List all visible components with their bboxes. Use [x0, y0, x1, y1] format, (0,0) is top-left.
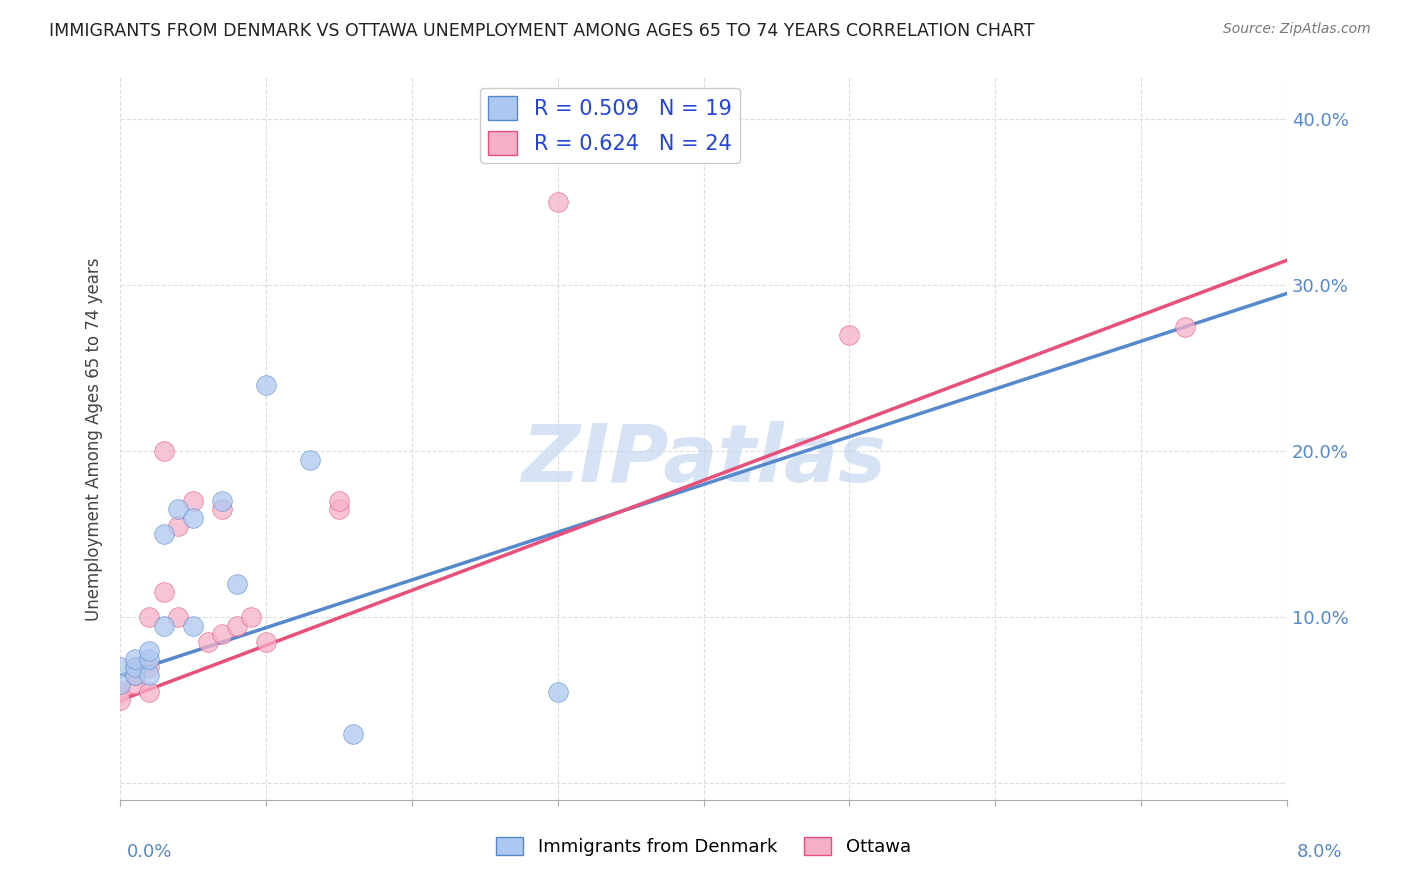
Point [211, 494, 233, 508]
Point [298, 452, 321, 467]
Point [838, 327, 860, 342]
Point [124, 677, 146, 691]
Point [547, 194, 569, 209]
Point [138, 668, 160, 682]
Point [254, 635, 277, 649]
Point [547, 685, 569, 699]
Point [108, 677, 131, 691]
Point [152, 444, 174, 458]
Point [124, 668, 146, 682]
Point [167, 502, 190, 516]
Text: 8.0%: 8.0% [1298, 843, 1343, 861]
Point [138, 652, 160, 666]
Point [254, 377, 277, 392]
Point [197, 635, 219, 649]
Point [152, 585, 174, 599]
Point [124, 660, 146, 674]
Point [211, 627, 233, 641]
Legend: R = 0.509   N = 19, R = 0.624   N = 24: R = 0.509 N = 19, R = 0.624 N = 24 [479, 87, 741, 163]
Point [211, 502, 233, 516]
Point [225, 618, 247, 632]
Point [342, 726, 364, 740]
Point [138, 610, 160, 624]
Point [225, 577, 247, 591]
Point [328, 502, 350, 516]
Point [108, 685, 131, 699]
Point [181, 510, 204, 524]
Text: 0.0%: 0.0% [127, 843, 172, 861]
Text: ZIPatlas: ZIPatlas [522, 421, 886, 500]
Point [124, 652, 146, 666]
Point [181, 494, 204, 508]
Point [181, 618, 204, 632]
Point [138, 660, 160, 674]
Point [138, 643, 160, 657]
Point [108, 660, 131, 674]
Text: IMMIGRANTS FROM DENMARK VS OTTAWA UNEMPLOYMENT AMONG AGES 65 TO 74 YEARS CORRELA: IMMIGRANTS FROM DENMARK VS OTTAWA UNEMPL… [49, 22, 1035, 40]
Point [167, 519, 190, 533]
Y-axis label: Unemployment Among Ages 65 to 74 years: Unemployment Among Ages 65 to 74 years [86, 257, 103, 621]
Point [108, 693, 131, 707]
Point [167, 610, 190, 624]
Point [124, 668, 146, 682]
Point [124, 660, 146, 674]
Point [152, 527, 174, 541]
Point [138, 685, 160, 699]
Point [152, 618, 174, 632]
Text: Source: ZipAtlas.com: Source: ZipAtlas.com [1223, 22, 1371, 37]
Point [1174, 319, 1197, 334]
Point [328, 494, 350, 508]
Point [240, 610, 263, 624]
